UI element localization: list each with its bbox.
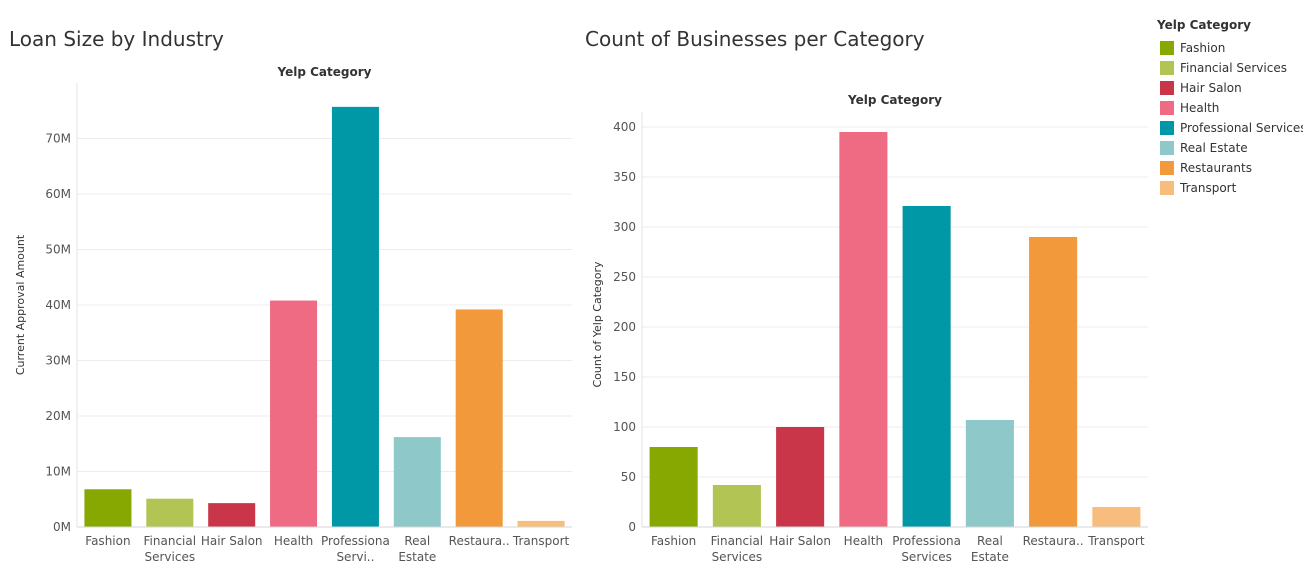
- chart1-bar: [146, 498, 194, 527]
- chart1-ylabel: Current Approval Amount: [14, 234, 27, 375]
- chart2-bar: [839, 132, 888, 527]
- chart1-bar: [455, 309, 503, 527]
- legend-item[interactable]: Professional Services: [1157, 118, 1303, 138]
- legend-item[interactable]: Fashion: [1157, 38, 1303, 58]
- chart2-xtick-label: Services: [712, 550, 763, 564]
- chart1-xtick-label: Financial: [144, 534, 197, 548]
- chart2-bar: [649, 447, 698, 527]
- legend-swatch: [1160, 101, 1174, 115]
- chart2-bar: [712, 485, 761, 527]
- chart1-bar: [393, 437, 441, 527]
- legend-item[interactable]: Hair Salon: [1157, 78, 1303, 98]
- chart1-ytick-label: 10M: [45, 465, 71, 479]
- legend-title: Yelp Category: [1157, 18, 1251, 32]
- chart1-xtick-label: Real: [404, 534, 430, 548]
- chart2-xtick-label: Hair Salon: [769, 534, 831, 548]
- chart1-bar: [270, 300, 318, 527]
- chart2-header: Yelp Category: [847, 93, 942, 107]
- legend-label: Professional Services: [1180, 121, 1303, 135]
- chart2-xtick-label: Transport: [1087, 534, 1145, 548]
- chart2-xtick-label: Real: [977, 534, 1003, 548]
- chart1-xtick-label: Professiona: [321, 534, 390, 548]
- chart1-ytick-label: 70M: [45, 132, 71, 146]
- chart2-ytick-label: 400: [613, 120, 636, 134]
- chart2-ytick-label: 250: [613, 270, 636, 284]
- chart2-bar: [776, 427, 825, 527]
- chart2-bar: [1029, 237, 1078, 527]
- legend-item[interactable]: Restaurants: [1157, 158, 1303, 178]
- chart2-xtick-label: Fashion: [651, 534, 696, 548]
- chart2-ytick-label: 150: [613, 370, 636, 384]
- legend-item[interactable]: Transport: [1157, 178, 1303, 198]
- chart2-xtick-label: Financial: [711, 534, 764, 548]
- chart1-xtick-label: Restaura..: [449, 534, 510, 548]
- chart2-ylabel: Count of Yelp Category: [591, 261, 604, 388]
- chart2-bar: [965, 420, 1014, 527]
- chart1-plot: Yelp Category 0M 10M 20M 30M 40M 50M 60M 70M Curr…: [14, 65, 572, 564]
- chart2-ytick-label: 200: [613, 320, 636, 334]
- legend-label: Fashion: [1180, 41, 1226, 55]
- chart1-ytick-label: 40M: [45, 298, 71, 312]
- chart2-ytick-label: 0: [628, 520, 636, 534]
- chart2-bar: [1092, 507, 1141, 527]
- chart1-title: Loan Size by Industry: [9, 27, 224, 51]
- chart2-xtick-label: Estate: [971, 550, 1009, 564]
- chart2-ytick-label: 350: [613, 170, 636, 184]
- chart2-ytick-label: 100: [613, 420, 636, 434]
- chart1-ytick-label: 20M: [45, 409, 71, 423]
- chart1-ytick-label: 60M: [45, 187, 71, 201]
- legend-swatch: [1160, 81, 1174, 95]
- chart1-header: Yelp Category: [277, 65, 372, 79]
- legend-label: Hair Salon: [1180, 81, 1242, 95]
- legend: Yelp Category Fashion Financial Services H…: [1157, 18, 1303, 198]
- legend-swatch: [1160, 121, 1174, 135]
- chart1-xtick-label: Health: [274, 534, 313, 548]
- chart1-xtick-label: Hair Salon: [201, 534, 263, 548]
- chart2-title: Count of Businesses per Category: [585, 27, 925, 51]
- legend-swatch: [1160, 141, 1174, 155]
- chart1-xtick-label: Transport: [512, 534, 570, 548]
- legend-swatch: [1160, 161, 1174, 175]
- chart1-bar: [517, 520, 565, 527]
- chart1-bar: [84, 489, 132, 527]
- chart2-xtick-label: Services: [901, 550, 952, 564]
- legend-swatch: [1160, 61, 1174, 75]
- chart1-ytick-label: 30M: [45, 354, 71, 368]
- chart2-ytick-label: 50: [621, 470, 636, 484]
- legend-item[interactable]: Health: [1157, 98, 1303, 118]
- chart2-xtick-label: Professiona: [892, 534, 961, 548]
- legend-label: Health: [1180, 101, 1220, 115]
- chart1-bar: [331, 106, 379, 528]
- legend-label: Restaurants: [1180, 161, 1252, 175]
- chart2-xtick-label: Health: [844, 534, 883, 548]
- chart1-xtick-label: Services: [145, 550, 196, 564]
- chart1-ytick-label: 0M: [53, 520, 71, 534]
- chart1-xtick-label: Estate: [398, 550, 436, 564]
- chart2-xtick-label: Restaura..: [1023, 534, 1084, 548]
- chart1-xtick-label: Servi..: [336, 550, 374, 564]
- chart1-ytick-label: 50M: [45, 243, 71, 257]
- chart1-xtick-label: Fashion: [85, 534, 130, 548]
- legend-swatch: [1160, 181, 1174, 195]
- chart2-ytick-label: 300: [613, 220, 636, 234]
- chart1-bar: [208, 503, 256, 527]
- legend-label: Real Estate: [1180, 141, 1248, 155]
- legend-label: Financial Services: [1180, 61, 1287, 75]
- legend-swatch: [1160, 41, 1174, 55]
- legend-label: Transport: [1180, 181, 1237, 195]
- legend-item[interactable]: Financial Services: [1157, 58, 1303, 78]
- chart2-plot: Yelp Category 0 50 100 150 200 250 300 350 400 Cou…: [591, 93, 1148, 564]
- legend-item[interactable]: Real Estate: [1157, 138, 1303, 158]
- chart2-bar: [902, 206, 951, 527]
